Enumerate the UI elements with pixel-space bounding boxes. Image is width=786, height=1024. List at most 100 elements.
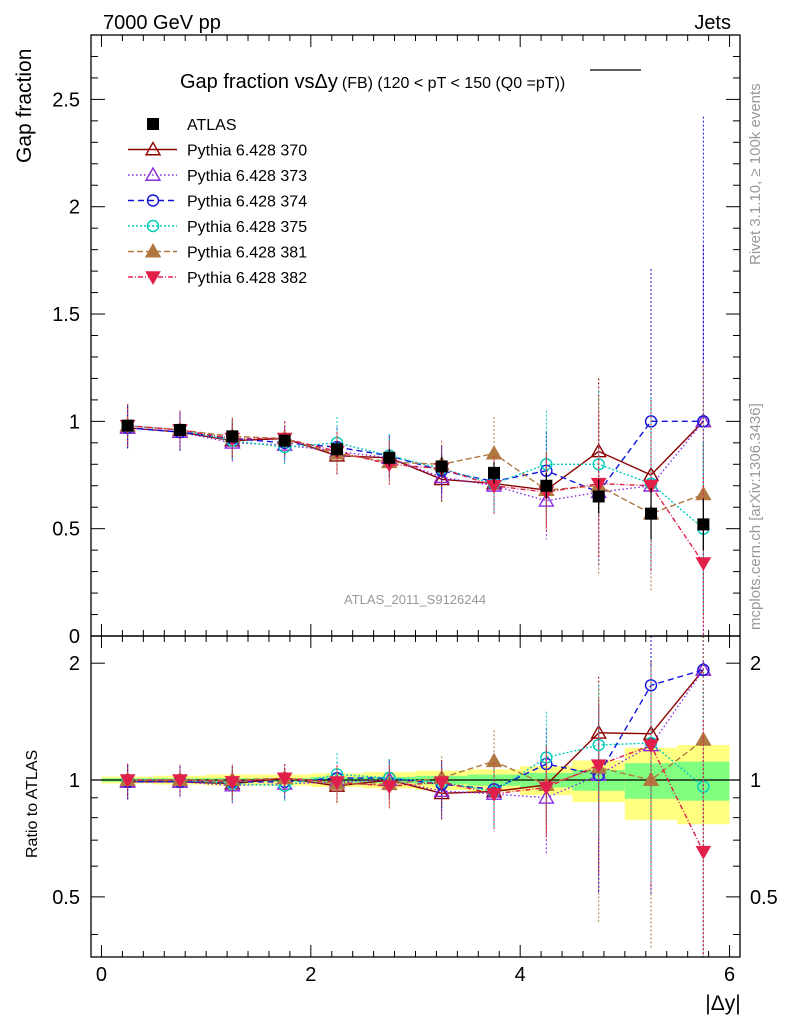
legend-entry-atlas: ATLAS [147,117,237,134]
legend-atlas-label: ATLAS [187,117,237,134]
legend-label: Pythia 6.428 374 [187,194,307,211]
legend-entry-5: Pythia 6.428 382 [128,270,307,287]
plot-title-close: )) [555,75,566,92]
rivet-label: Rivet 3.1.10, ≥ 100k events [747,83,764,265]
legend-label: Pythia 6.428 373 [187,168,307,185]
legend: ATLAS Pythia 6.428 370 Pythia 6.428 373 Pyt… [128,117,307,287]
series-ratio-line [127,669,704,790]
series-3 [121,391,710,957]
ratio-tick-label-right: 0.5 [750,887,778,909]
mcplots-label: mcplots.cern.ch [arXiv:1306.3436] [747,403,764,630]
analysis-watermark: ATLAS_2011_S9126244 [344,592,486,607]
y-tick-label: 2 [69,197,80,219]
data-point [485,445,503,460]
ratio-point [590,759,607,774]
ratio-point [381,780,398,795]
plot-title-main: Gap fraction vsΔy [180,71,338,93]
atlas-point [226,430,239,443]
series-line [127,424,704,564]
plot-title: Gap fraction vsΔy (FB) (120 < pT < 150 (Q… [180,71,565,93]
series-line [127,424,704,515]
ratio-point [485,752,503,768]
ratio-point [276,772,293,787]
ratio-tick-label-right: 2 [750,653,761,675]
plot-title-overline: pT [536,75,555,92]
plot-title-suffix: (FB) (120 < pT < 150 (Q0 = [342,75,536,92]
x-axis-title: |Δy| [705,992,740,1015]
ratio-tick-label: 2 [69,653,80,675]
ratio-tick-label: 0.5 [52,887,80,909]
ratio-point [172,774,188,789]
series-ratio-line [127,669,704,799]
x-tick-label: 4 [515,964,526,986]
ratio-tick-label-right: 1 [750,770,761,792]
ratio-point [119,774,136,789]
series-2 [121,116,710,957]
ratio-point [695,731,712,746]
x-tick-label: 0 [96,964,107,986]
y-tick-label: 0.5 [52,519,80,541]
legend-marker [146,219,160,233]
ratio-point [329,776,345,790]
legend-atlas-marker [147,118,159,130]
ratio-point [695,845,712,860]
series-5 [119,399,712,957]
x-tick-label: 2 [305,964,316,986]
x-tick-label: 6 [724,964,735,986]
ratio-point [224,776,241,790]
y-tick-label: 1 [69,411,80,433]
data-point [643,480,659,494]
atlas-point [330,443,343,456]
legend-entry-3: Pythia 6.428 375 [128,219,307,236]
ratio-point [433,776,450,791]
legend-label: Pythia 6.428 370 [187,143,307,160]
series-4 [119,365,712,957]
atlas-point [697,518,710,531]
series-line [127,424,704,530]
atlas-data [121,419,710,551]
legend-label: Pythia 6.428 375 [187,219,307,236]
series-ratio-line [127,742,704,793]
legend-marker [146,194,160,207]
ratio-point [486,788,502,802]
legend-marker [144,166,162,181]
legend-marker [145,271,161,286]
atlas-point [173,423,186,436]
ratio-axis-title: Ratio to ATLAS [24,750,41,858]
series-line [127,420,704,494]
legend-marker [144,141,162,156]
ratio-tick-label: 1 [69,770,80,792]
legend-marker [144,243,162,258]
atlas-point [435,460,448,473]
ratio-point [538,781,555,796]
legend-entry-0: Pythia 6.428 370 [128,141,307,160]
legend-entry-2: Pythia 6.428 374 [128,194,307,211]
y-tick-label: 1.5 [52,304,80,326]
y-tick-label: 0 [69,626,80,648]
legend-entry-4: Pythia 6.428 381 [128,243,307,262]
series-line [127,420,704,491]
header-left: 7000 GeV pp [103,12,221,34]
legend-label: Pythia 6.428 381 [187,245,307,262]
atlas-point [278,434,291,447]
ratio-point [643,739,659,754]
series-layer [119,116,712,957]
legend-label: Pythia 6.428 382 [187,270,307,287]
header-right: Jets [694,12,731,34]
uncertainty-bands [91,745,740,825]
atlas-point [592,490,605,503]
atlas-point [488,466,501,479]
atlas-point [383,451,396,464]
series-line [127,420,704,502]
y-axis-title: Gap fraction [13,49,36,163]
atlas-point [540,479,553,492]
series-ratio-line [127,744,704,852]
series-ratio-line [127,739,704,786]
legend-entry-1: Pythia 6.428 373 [128,166,307,185]
atlas-point [645,507,658,520]
data-point [695,557,712,572]
atlas-point [121,419,134,432]
axis-ticks: 0 2 4 6 0 0.5 1 1.5 2 2.5 0.5 0.5 1 1 2 2 [52,34,778,986]
y-tick-label: 2.5 [52,89,80,111]
